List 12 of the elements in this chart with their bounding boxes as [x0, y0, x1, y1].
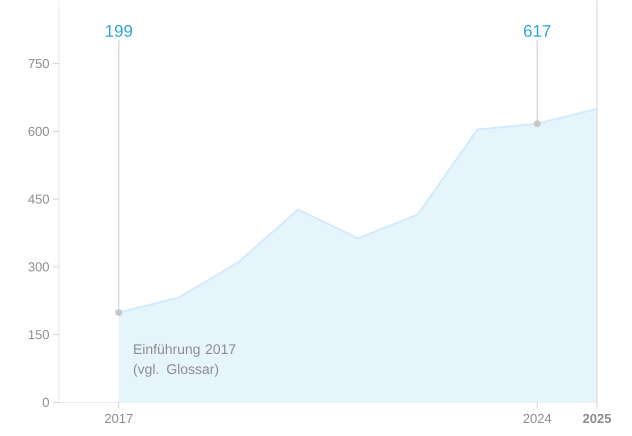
x-tick-label: 2025 [583, 414, 612, 423]
x-tick-label: 2017 [105, 414, 133, 423]
y-tick-label: 150 [28, 330, 49, 340]
x-tick-label: 2024 [523, 414, 552, 423]
y-tick-label: 750 [28, 58, 49, 68]
y-tick-label: 0 [42, 398, 49, 407]
y-tick-label: 600 [28, 126, 49, 136]
annotation: 617 [524, 24, 550, 37]
annotation: 199 [106, 24, 132, 37]
y-tick-label: 450 [28, 194, 49, 204]
annotation: Einführung 2017 (vgl. Glossar) [134, 344, 236, 377]
y-tick-label: 300 [28, 262, 49, 272]
